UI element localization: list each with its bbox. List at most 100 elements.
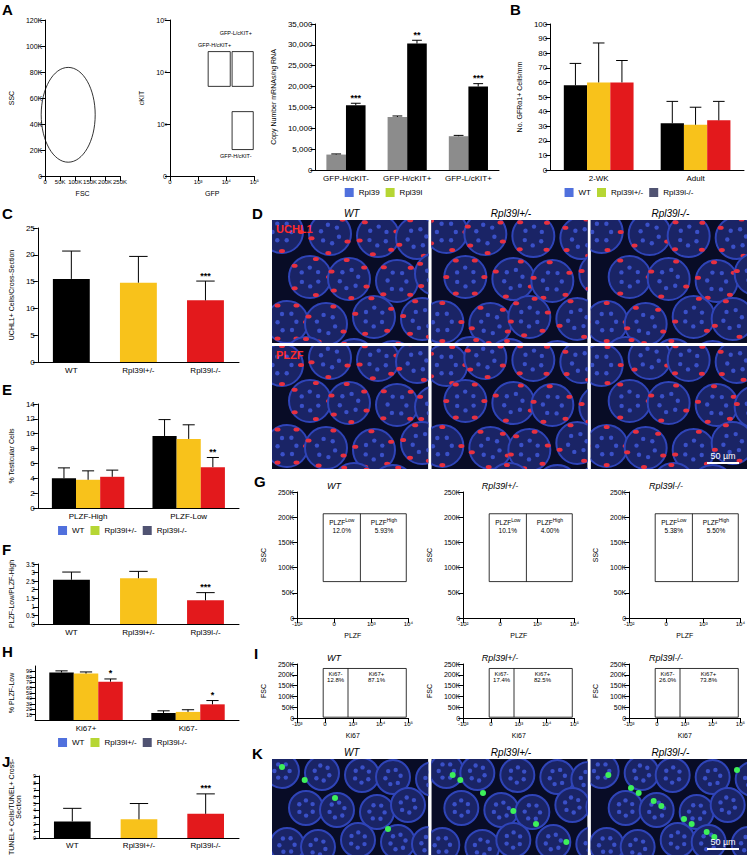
svg-text:0: 0 bbox=[543, 166, 548, 175]
svg-text:50 µm: 50 µm bbox=[710, 451, 735, 461]
svg-text:250K: 250K bbox=[278, 661, 295, 668]
svg-text:2.5: 2.5 bbox=[26, 578, 35, 585]
svg-text:3: 3 bbox=[33, 814, 36, 820]
svg-text:Section: Section bbox=[15, 795, 22, 818]
svg-text:100K: 100K bbox=[444, 693, 461, 700]
svg-text:PLZF-Low: PLZF-Low bbox=[170, 512, 207, 521]
svg-text:40: 40 bbox=[26, 695, 32, 701]
svg-text:10⁴: 10⁴ bbox=[222, 179, 232, 185]
svg-text:200K: 200K bbox=[444, 671, 461, 678]
svg-text:SSC: SSC bbox=[8, 91, 15, 105]
svg-text:5,000: 5,000 bbox=[292, 145, 313, 154]
svg-text:10³: 10³ bbox=[348, 721, 357, 727]
svg-text:50: 50 bbox=[538, 93, 547, 102]
svg-text:150K: 150K bbox=[610, 682, 627, 689]
svg-text:Rpl39l-/-: Rpl39l-/- bbox=[649, 653, 683, 663]
svg-text:7: 7 bbox=[33, 787, 36, 793]
svg-text:17.4%: 17.4% bbox=[493, 677, 511, 683]
svg-text:10⁴: 10⁴ bbox=[708, 721, 718, 727]
svg-text:Rpl39l-/-: Rpl39l-/- bbox=[191, 841, 222, 850]
svg-text:80: 80 bbox=[538, 49, 547, 58]
svg-text:250K: 250K bbox=[444, 489, 461, 496]
svg-text:10: 10 bbox=[538, 151, 547, 160]
svg-text:**: ** bbox=[413, 30, 421, 40]
svg-text:PLZF: PLZF bbox=[661, 519, 677, 526]
svg-text:WT: WT bbox=[327, 481, 342, 491]
svg-text:8: 8 bbox=[30, 444, 35, 453]
svg-text:High: High bbox=[387, 517, 398, 523]
svg-text:Ki67+: Ki67+ bbox=[76, 724, 97, 733]
svg-text:10⁴: 10⁴ bbox=[376, 721, 386, 727]
svg-text:30,000: 30,000 bbox=[288, 40, 313, 49]
svg-text:Ki67: Ki67 bbox=[512, 732, 526, 739]
svg-text:10³: 10³ bbox=[514, 721, 523, 727]
svg-text:PLZF: PLZF bbox=[371, 519, 387, 526]
svg-text:PLZF: PLZF bbox=[703, 519, 719, 526]
svg-text:50K: 50K bbox=[55, 179, 66, 185]
svg-text:35,000: 35,000 bbox=[288, 20, 313, 29]
svg-text:10: 10 bbox=[26, 429, 35, 438]
svg-text:30: 30 bbox=[26, 701, 32, 707]
svg-text:SSC: SSC bbox=[592, 548, 599, 562]
svg-text:Low: Low bbox=[511, 517, 521, 523]
svg-text:1.5: 1.5 bbox=[26, 595, 35, 602]
svg-text:Rpl39l-/-: Rpl39l-/- bbox=[649, 481, 683, 491]
svg-text:4: 4 bbox=[33, 807, 36, 813]
svg-text:90: 90 bbox=[26, 668, 32, 674]
svg-text:100K: 100K bbox=[278, 564, 295, 571]
svg-text:2: 2 bbox=[33, 821, 36, 827]
svg-text:PLZF: PLZF bbox=[344, 632, 361, 639]
svg-text:Rpl39l+/-: Rpl39l+/- bbox=[122, 366, 155, 375]
svg-text:30: 30 bbox=[538, 122, 547, 131]
svg-text:GFP-H/cKIT+: GFP-H/cKIT+ bbox=[383, 174, 432, 183]
svg-text:250K: 250K bbox=[610, 489, 627, 496]
svg-text:0: 0 bbox=[168, 179, 172, 185]
svg-text:1: 1 bbox=[33, 828, 36, 834]
svg-text:SSC: SSC bbox=[426, 548, 433, 562]
svg-text:UCHL1+ Cells/Cross-Section: UCHL1+ Cells/Cross-Section bbox=[8, 250, 15, 341]
svg-text:10: 10 bbox=[26, 712, 32, 718]
svg-text:Rpl39l-/-: Rpl39l-/- bbox=[157, 526, 188, 535]
svg-text:0: 0 bbox=[499, 621, 503, 627]
svg-text:25: 25 bbox=[26, 224, 35, 233]
svg-text:200K: 200K bbox=[278, 514, 295, 521]
svg-text:50K: 50K bbox=[448, 704, 461, 711]
svg-text:200K: 200K bbox=[444, 514, 461, 521]
svg-text:% PLZF-Low: % PLZF-Low bbox=[8, 672, 15, 713]
svg-text:250K: 250K bbox=[278, 489, 295, 496]
svg-text:10.1%: 10.1% bbox=[499, 527, 518, 534]
svg-text:***: *** bbox=[200, 783, 211, 793]
svg-text:4: 4 bbox=[30, 474, 35, 483]
svg-text:6: 6 bbox=[30, 459, 35, 468]
svg-text:WT: WT bbox=[66, 841, 79, 850]
svg-text:0: 0 bbox=[31, 621, 35, 628]
svg-text:Ki67: Ki67 bbox=[678, 732, 692, 739]
svg-text:cKIT: cKIT bbox=[138, 90, 145, 105]
svg-text:Adult: Adult bbox=[686, 174, 705, 183]
svg-text:PLZF: PLZF bbox=[537, 519, 553, 526]
svg-text:10⁵: 10⁵ bbox=[736, 721, 746, 727]
svg-text:150K: 150K bbox=[278, 539, 295, 546]
svg-text:200K: 200K bbox=[278, 671, 295, 678]
svg-text:8: 8 bbox=[33, 780, 36, 786]
svg-text:WT: WT bbox=[72, 526, 85, 535]
svg-text:***: *** bbox=[200, 271, 211, 281]
svg-text:5.93%: 5.93% bbox=[375, 527, 394, 534]
svg-text:Rpl39l+/-: Rpl39l+/- bbox=[122, 628, 155, 637]
svg-text:10⁴: 10⁴ bbox=[156, 69, 167, 76]
svg-text:0: 0 bbox=[308, 166, 313, 175]
svg-text:GFP-L/cKIT+: GFP-L/cKIT+ bbox=[445, 174, 492, 183]
svg-text:10³: 10³ bbox=[157, 121, 168, 128]
svg-text:Rpl39l-/-: Rpl39l-/- bbox=[190, 628, 221, 637]
svg-text:10³: 10³ bbox=[194, 179, 203, 185]
svg-text:UCHL1: UCHL1 bbox=[276, 223, 313, 235]
svg-text:10³: 10³ bbox=[699, 621, 708, 627]
svg-text:1: 1 bbox=[31, 603, 35, 610]
svg-text:150K: 150K bbox=[444, 682, 461, 689]
svg-text:FSC: FSC bbox=[426, 684, 433, 698]
svg-text:80K: 80K bbox=[30, 69, 43, 76]
svg-text:Rpl39l-/-: Rpl39l-/- bbox=[651, 747, 689, 758]
svg-text:0: 0 bbox=[44, 179, 48, 185]
svg-text:100: 100 bbox=[534, 20, 548, 29]
svg-text:20,000: 20,000 bbox=[288, 82, 313, 91]
